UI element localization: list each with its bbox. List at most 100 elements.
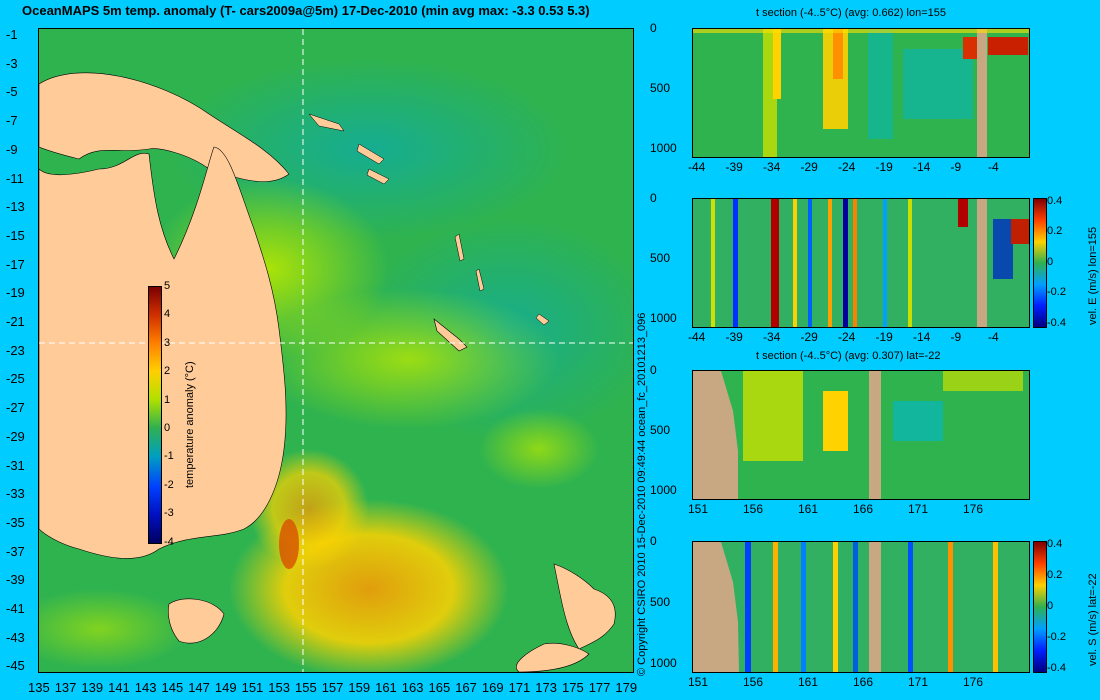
- lon-tick-label: 157: [321, 680, 344, 695]
- section-colorbar-tick-label: -0.2: [1047, 286, 1066, 299]
- section-x-tick-label: 171: [908, 502, 929, 516]
- section-x-tick-label: -29: [800, 330, 818, 344]
- lon-tick-label: 171: [508, 680, 531, 695]
- section-y-tick-label: 0: [650, 191, 657, 205]
- lon-tick-label: 141: [108, 680, 130, 695]
- lat-tick-label: -37: [6, 543, 25, 559]
- vel-s-colorbar-label: vel. S (m/s) lat=-22: [1087, 573, 1099, 666]
- lat-tick-label: -3: [6, 55, 18, 71]
- section-y-tick-label: 0: [650, 21, 657, 35]
- section-y-tick-label: 0: [650, 534, 657, 548]
- colorbar-tick-label: -3: [164, 507, 174, 520]
- section-plot: [693, 371, 1029, 499]
- lat-tick-label: -35: [6, 514, 25, 530]
- section-x-tick-label: -9: [950, 330, 962, 344]
- section-x-tick-label: -34: [763, 330, 781, 344]
- lat-tick-label: -17: [6, 256, 25, 272]
- section-y-tick-label: 500: [650, 423, 671, 437]
- section-colorbar-tick-label: -0.2: [1047, 630, 1066, 643]
- lat-tick-label: -1: [6, 27, 18, 42]
- section-x-tick-label: -39: [725, 330, 743, 344]
- map-title: OceanMAPS 5m temp. anomaly (T- cars2009a…: [22, 3, 590, 18]
- lon-tick-label: 155: [295, 680, 317, 695]
- section-y-tick-label: 500: [650, 251, 671, 265]
- section-x-tick-label: -4: [988, 160, 999, 174]
- section-x-tick-label: 171: [908, 675, 929, 689]
- section-plot: [693, 199, 1029, 327]
- vel-s-colorbar: [1033, 541, 1047, 673]
- lon-tick-label: 165: [428, 680, 451, 695]
- colorbar-tick-label: 1: [164, 393, 171, 406]
- section-1-title: t section (-4..5°C) (avg: 0.662) lon=155: [756, 7, 946, 19]
- section-y-tick-label: 1000: [650, 483, 677, 497]
- lon-tick-label: 139: [81, 680, 104, 695]
- lat-tick-label: -5: [6, 84, 18, 100]
- lat-tick-label: -33: [6, 486, 25, 502]
- map-colorbar-label: temperature anomaly (°C): [184, 361, 196, 488]
- lat-tick-label: -29: [6, 428, 25, 444]
- section-colorbar-tick-label: 0: [1047, 255, 1054, 268]
- section-colorbar-tick-label: 0.4: [1047, 538, 1063, 550]
- section-colorbar-tick-label: -0.4: [1047, 661, 1066, 674]
- section-colorbar-tick-label: -0.4: [1047, 316, 1066, 329]
- section-x-tick-label: 161: [798, 502, 819, 516]
- lat-tick-label: -25: [6, 371, 25, 387]
- section-x-tick-label: 151: [688, 502, 709, 516]
- lat-tick-label: -15: [6, 227, 25, 243]
- section-y-tick-label: 0: [650, 363, 657, 377]
- lat-tick-label: -45: [6, 658, 25, 674]
- section-colorbar-tick-label: 0.2: [1047, 225, 1063, 238]
- lat-tick-label: -41: [6, 601, 25, 616]
- section-y-tick-label: 1000: [650, 311, 677, 325]
- lon-tick-label: 151: [241, 680, 264, 695]
- section-x-tick-label: -4: [988, 330, 999, 344]
- lat-tick-label: -11: [6, 170, 24, 186]
- section-plot: [693, 542, 1029, 672]
- copyright-text: © Copyright CSIRO 2010 15-Dec-2010 09:49…: [636, 312, 648, 676]
- colorbar-tick-label: -4: [164, 535, 174, 548]
- lon-tick-label: 169: [481, 680, 504, 695]
- section-x-tick-label: -24: [838, 330, 856, 344]
- section-colorbar-tick-label: 0: [1047, 599, 1054, 612]
- lon-tick-label: 175: [562, 680, 584, 695]
- lat-tick-label: -13: [6, 199, 25, 215]
- section-x-tick-label: -19: [875, 160, 893, 174]
- section-panel-temp-lon[interactable]: [692, 28, 1030, 158]
- lat-tick-label: -9: [6, 141, 18, 157]
- lon-tick-label: 137: [54, 680, 77, 695]
- map-area[interactable]: [38, 28, 634, 673]
- lon-tick-label: 143: [134, 680, 157, 695]
- lon-tick-label: 159: [348, 680, 371, 695]
- section-x-tick-label: -19: [875, 330, 893, 344]
- section-x-tick-label: -29: [800, 160, 818, 174]
- section-x-tick-label: 156: [743, 502, 764, 516]
- vel-e-colorbar: [1033, 198, 1047, 328]
- section-panel-vel-e[interactable]: [692, 198, 1030, 328]
- colorbar-tick-label: 4: [164, 308, 171, 321]
- colorbar-tick-label: 3: [164, 336, 171, 349]
- section-x-tick-label: 151: [688, 675, 709, 689]
- section-x-tick-label: -44: [688, 330, 706, 344]
- section-x-tick-label: 161: [798, 675, 819, 689]
- section-x-tick-label: 156: [743, 675, 764, 689]
- section-y-tick-label: 500: [650, 81, 671, 95]
- colorbar-tick-label: 2: [164, 365, 171, 378]
- section-x-tick-label: -39: [725, 160, 743, 174]
- colorbar-tick-label: 5: [164, 280, 171, 292]
- section-x-tick-label: 176: [963, 502, 984, 516]
- colorbar-tick-label: 0: [164, 422, 171, 434]
- vel-e-colorbar-label: vel. E (m/s) lon=155: [1087, 226, 1099, 325]
- section-3-title: t section (-4..5°C) (avg: 0.307) lat=-22: [756, 350, 941, 362]
- lon-tick-label: 147: [188, 680, 210, 695]
- map-colorbar: [148, 286, 162, 544]
- map-canvas[interactable]: [39, 29, 633, 672]
- section-plot: [693, 29, 1029, 157]
- section-x-tick-label: 166: [853, 502, 874, 516]
- lat-tick-label: -39: [6, 572, 25, 588]
- lat-tick-label: -7: [6, 113, 18, 129]
- section-panel-temp-lat[interactable]: [692, 370, 1030, 500]
- section-x-tick-label: -14: [913, 160, 931, 174]
- section-x-tick-label: -9: [950, 160, 962, 174]
- section-panel-vel-s[interactable]: [692, 541, 1030, 673]
- section-x-tick-label: -34: [763, 160, 781, 174]
